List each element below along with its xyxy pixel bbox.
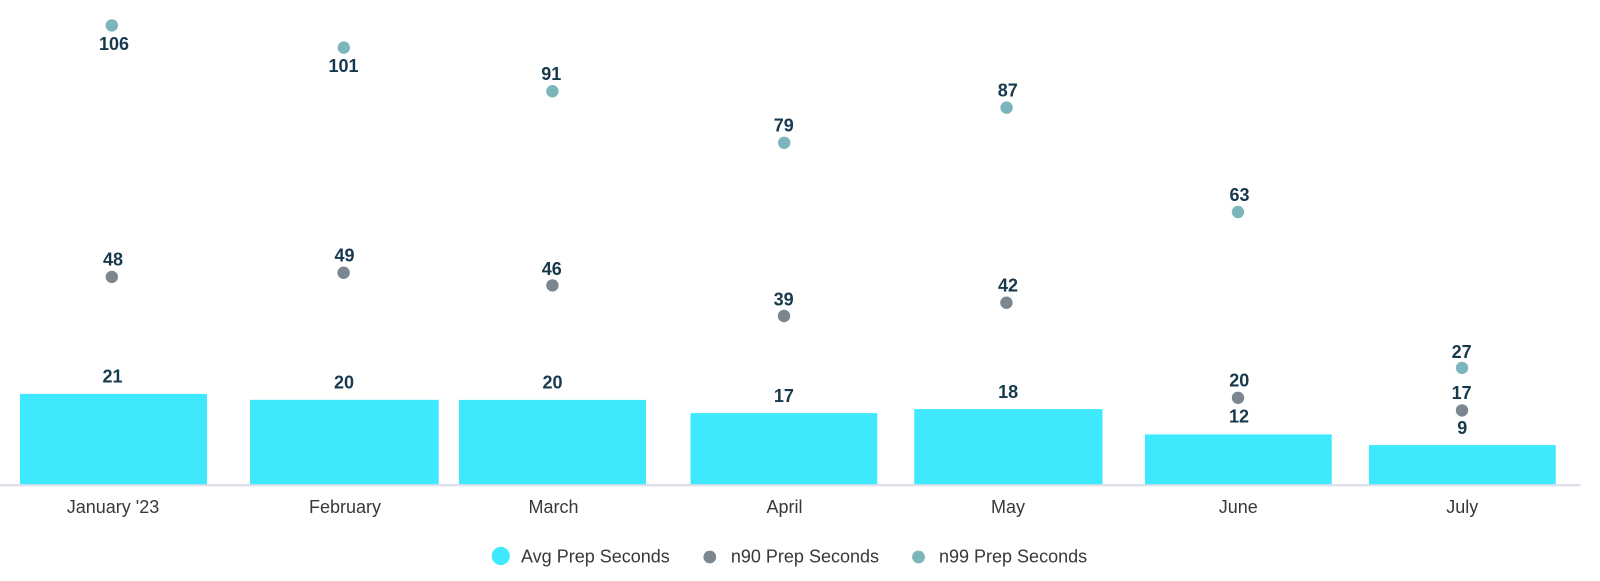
svg-text:106: 106 [99,34,129,54]
svg-text:July: July [1446,497,1478,517]
svg-text:87: 87 [998,81,1018,101]
svg-text:20: 20 [1229,371,1249,391]
svg-text:May: May [991,497,1025,517]
svg-text:n99 Prep Seconds: n99 Prep Seconds [939,546,1087,566]
svg-text:9: 9 [1457,418,1467,438]
svg-text:n90 Prep Seconds: n90 Prep Seconds [731,546,879,566]
svg-text:63: 63 [1229,185,1249,205]
svg-text:March: March [528,497,578,517]
svg-text:Avg Prep Seconds: Avg Prep Seconds [521,546,670,566]
svg-text:21: 21 [102,367,122,387]
svg-text:June: June [1219,497,1258,517]
svg-text:91: 91 [541,64,561,84]
svg-text:February: February [309,497,381,517]
svg-text:101: 101 [328,56,358,76]
svg-text:18: 18 [998,382,1018,402]
svg-text:39: 39 [774,290,794,310]
svg-text:17: 17 [1452,383,1472,403]
svg-text:20: 20 [334,373,354,393]
svg-text:January '23: January '23 [67,497,160,517]
svg-text:79: 79 [774,116,794,136]
svg-text:42: 42 [998,276,1018,296]
svg-text:48: 48 [103,250,123,270]
svg-text:17: 17 [774,386,794,406]
svg-text:46: 46 [542,259,562,279]
svg-text:27: 27 [1452,342,1472,362]
svg-text:20: 20 [542,373,562,393]
svg-text:April: April [766,497,802,517]
svg-text:12: 12 [1229,406,1249,426]
svg-text:49: 49 [334,246,354,266]
